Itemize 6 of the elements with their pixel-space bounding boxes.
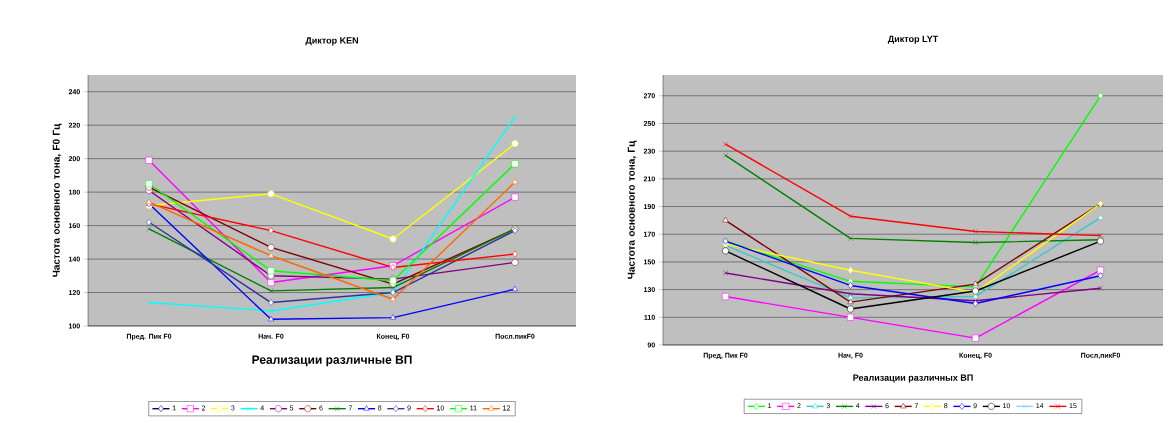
- x-axis-title: Реализации различные ВП: [252, 355, 412, 367]
- chart-title: Диктор KEN: [305, 37, 359, 46]
- x-axis-title: Реализации различных ВП: [853, 374, 973, 383]
- y-axis-title: Частота основного тона, Гц: [627, 140, 637, 279]
- chart-title: Диктор LYT: [887, 35, 939, 44]
- y-axis-title: Частота основного тона, F0 Гц: [52, 123, 62, 277]
